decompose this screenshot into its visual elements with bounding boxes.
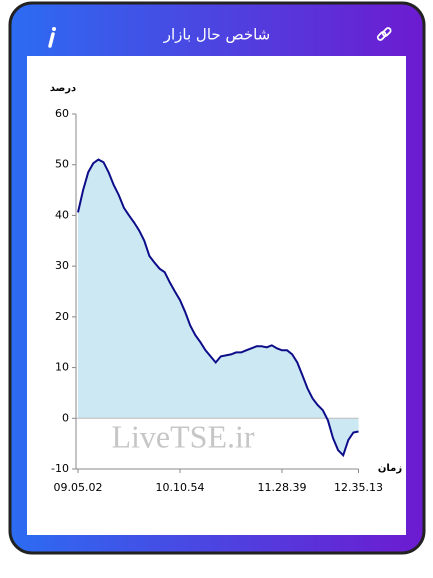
y-tick-label: -10 <box>51 462 69 475</box>
y-tick-label: 30 <box>55 259 69 272</box>
x-tick-label: 11.28.39 <box>258 481 307 494</box>
chart: -10 0 10 20 30 40 50 60 09.05.02 10.10.54 11.28.39… <box>50 83 403 494</box>
info-icon[interactable] <box>48 27 56 48</box>
y-tick-label: 60 <box>55 107 69 120</box>
y-tick-label: 40 <box>55 208 69 221</box>
area-line <box>77 158 359 458</box>
x-tick-label: 09.05.02 <box>54 481 103 494</box>
x-axis-label: زمان <box>378 463 402 474</box>
x-tick-label: 10.10.54 <box>156 481 205 494</box>
x-tick-label: 12.35.13 <box>334 481 383 494</box>
y-tick-label: 0 <box>62 411 69 424</box>
y-tick-label: 20 <box>55 310 69 323</box>
watermark: LiveTSE.ir <box>111 418 254 454</box>
y-axis-label: درصد <box>50 83 76 94</box>
y-tick-label: 10 <box>55 361 69 374</box>
y-tick-label: 50 <box>55 158 69 171</box>
area-fill <box>78 159 359 456</box>
link-icon[interactable] <box>376 27 392 41</box>
header-title: شاخص حال بازار <box>163 26 270 44</box>
